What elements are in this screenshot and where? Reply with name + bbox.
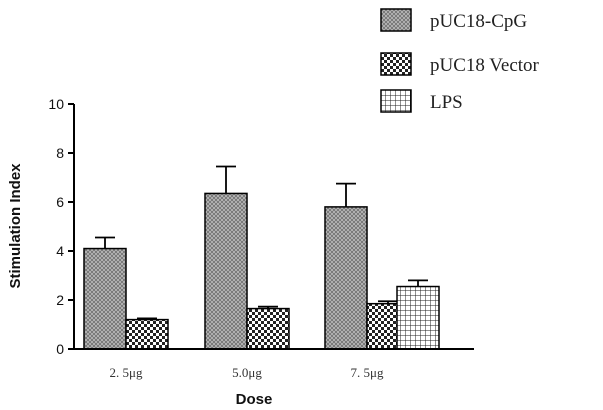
legend-swatch-pUC18-Vector — [380, 52, 412, 76]
y-tick-label-0: 0 — [56, 341, 64, 357]
y-tick-label-4: 4 — [56, 243, 64, 259]
bar-pUC18-CpG-1 — [204, 192, 248, 350]
y-axis-title: Stimulation Index — [7, 163, 24, 289]
x-axis-title: Dose — [236, 391, 273, 408]
legend-label-pUC18-Vector: pUC18 Vector — [430, 55, 540, 76]
y-tick-label-8: 8 — [56, 145, 64, 161]
y-tick-label-2: 2 — [56, 292, 64, 308]
legend: pUC18-CpG pUC18 Vector LPS — [380, 8, 540, 113]
legend-swatch-pUC18-CpG — [380, 8, 412, 32]
legend-entry-pUC18-Vector: pUC18 Vector — [380, 52, 540, 76]
legend-entry-pUC18-CpG: pUC18-CpG — [380, 8, 527, 32]
bar-pUC18-CpG-0 — [83, 247, 127, 350]
x-tick-label-1: 5.0μg — [232, 365, 262, 380]
legend-label-pUC18-CpG: pUC18-CpG — [430, 11, 527, 32]
bar-pUC18-CpG-2 — [324, 206, 368, 350]
legend-label-LPS: LPS — [430, 92, 463, 113]
legend-entry-LPS: LPS — [380, 89, 463, 113]
x-tick-label-2: 7. 5μg — [351, 365, 384, 380]
plot-area — [83, 165, 440, 350]
y-tick-label-6: 6 — [56, 194, 64, 210]
y-tick-label-10: 10 — [48, 96, 64, 112]
x-tick-label-0: 2. 5μg — [110, 365, 143, 380]
bar-LPS-3 — [396, 285, 440, 350]
bar-pUC18-Vector-1 — [246, 307, 290, 350]
bar-pUC18-Vector-0 — [125, 318, 169, 350]
legend-swatch-LPS — [380, 89, 412, 113]
